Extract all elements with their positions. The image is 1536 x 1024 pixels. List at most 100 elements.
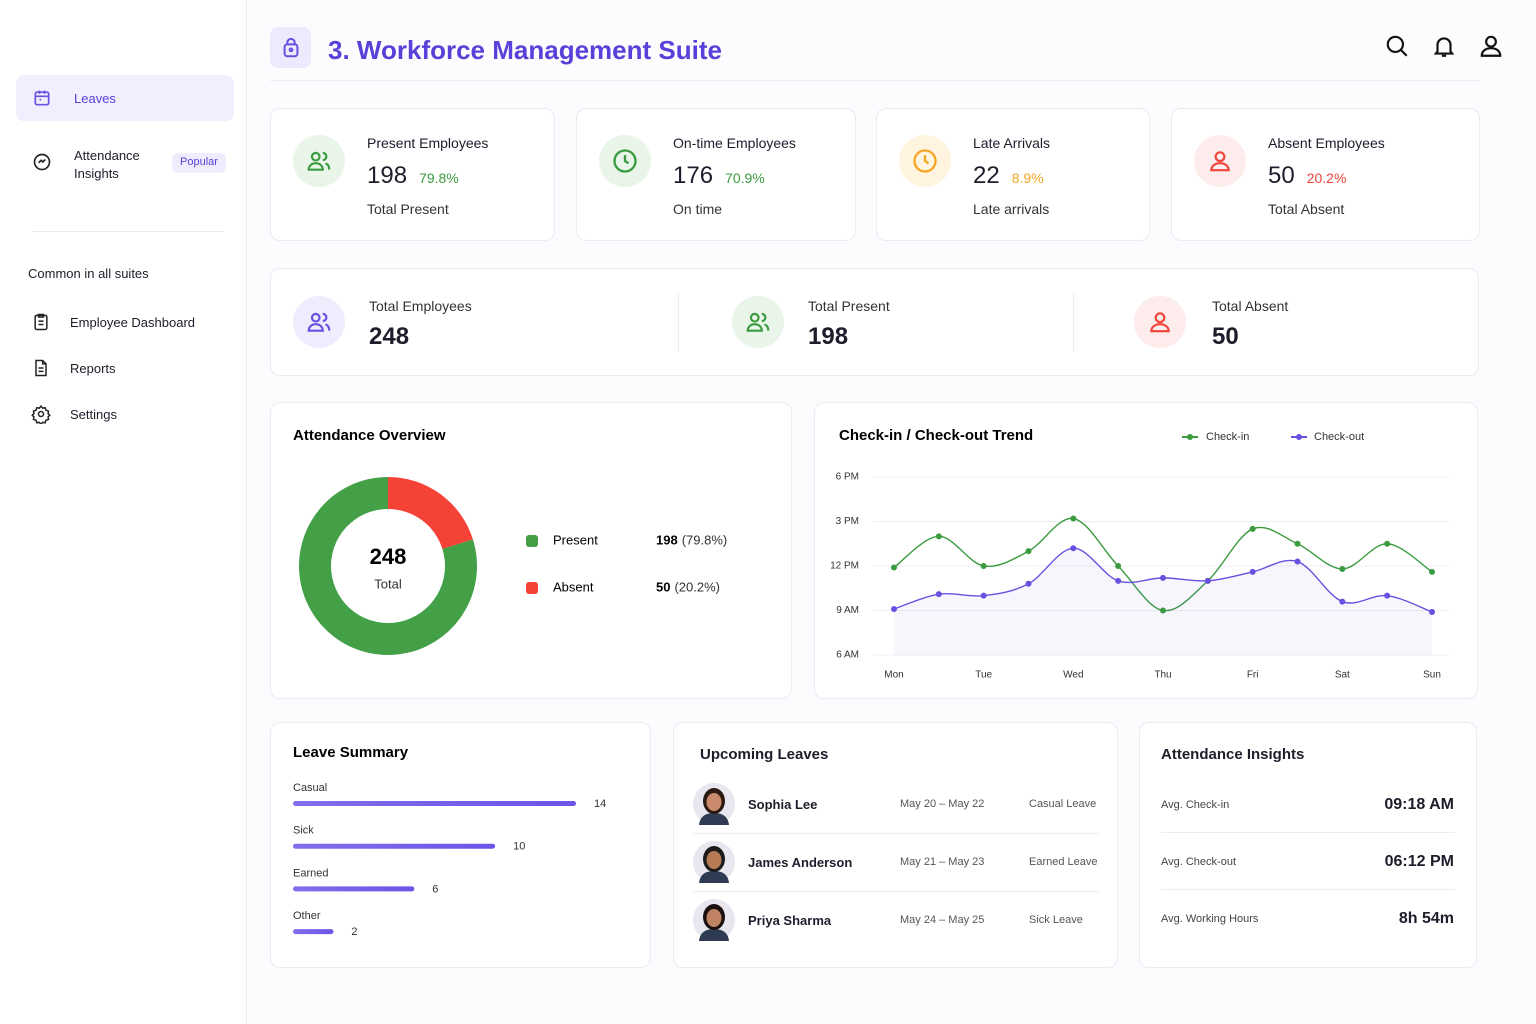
menu-label[interactable]: Settings: [70, 407, 117, 422]
insight-label: Avg. Working Hours: [1161, 913, 1259, 925]
divider: [678, 293, 679, 352]
stat-caption: Late arrivals: [973, 201, 1050, 217]
legend-swatch: [526, 535, 538, 547]
summary-value: 198: [808, 323, 849, 350]
icon-reports: [35, 359, 47, 377]
legend-dot: [1187, 434, 1193, 440]
summary-label: Total Absent: [1212, 298, 1289, 314]
point: [1115, 563, 1122, 569]
legend-label: Check-in: [1206, 431, 1249, 443]
icon-insights: [33, 153, 51, 171]
leave-name: Sophia Lee: [748, 797, 818, 812]
search-icon[interactable]: [1384, 33, 1410, 59]
upcoming-card: Upcoming Leaves Sophia Lee May 20 – May …: [673, 722, 1118, 968]
x-tick-label: Wed: [1063, 670, 1083, 681]
stat-percent: 8.9%: [1011, 170, 1044, 186]
stat-icon: [1194, 135, 1246, 187]
area: [894, 548, 1432, 655]
leave-dates: May 20 – May 22: [900, 798, 985, 810]
leave-dates: May 21 – May 23: [900, 856, 985, 868]
icon-dashboard: [34, 313, 48, 331]
bar-value: 6: [432, 883, 438, 895]
point: [980, 592, 987, 599]
leave-dates: May 24 – May 25: [900, 914, 985, 926]
leave-type: Sick Leave: [1029, 914, 1083, 926]
leave-type: Earned Leave: [1029, 856, 1098, 868]
badge: Popular: [172, 153, 226, 173]
page-title: 3. Workforce Management Suite: [328, 35, 722, 65]
summary-icon: [1134, 296, 1186, 348]
bell-icon[interactable]: [1431, 33, 1457, 59]
bar-value: 2: [351, 926, 357, 938]
summary-icon: [293, 296, 345, 348]
user-icon[interactable]: [1478, 33, 1504, 59]
legend-label: Present: [553, 532, 598, 547]
attendance-card: Attendance Overview Present 198 (79.8%) Abse…: [270, 402, 792, 699]
avatar: [693, 783, 735, 825]
pie-slice: [299, 477, 477, 655]
point: [1429, 608, 1435, 615]
card-title: Attendance Insights: [1161, 746, 1305, 763]
insights-card: Attendance Insights Avg. Check-in 09:18 …: [1139, 722, 1477, 968]
point: [891, 564, 897, 571]
x-tick-label: Thu: [1154, 670, 1171, 681]
menu-label[interactable]: Attendance Insights: [74, 148, 140, 181]
chart: Check-in / Check-out Trend 6 AM 9 AM 12 PM 3…: [830, 427, 1449, 681]
menu-active[interactable]: [16, 75, 234, 121]
summary-value: 248: [369, 323, 410, 350]
stat-title: Absent Employees: [1268, 135, 1385, 151]
divider: [1161, 832, 1455, 833]
sidebar: Leaves Attendance Insights Popular Commo…: [0, 0, 247, 1024]
point: [980, 563, 987, 569]
stat-title: On-time Employees: [673, 135, 796, 151]
insight-value: 06:12 PM: [1384, 853, 1454, 870]
legend-value: 50: [656, 579, 670, 594]
chart-title: Attendance Overview: [293, 427, 446, 444]
summary-value: 50: [1212, 323, 1239, 350]
y-tick-label: 9 AM: [836, 605, 859, 616]
stat-card: On-time Employees 176 70.9% On time: [576, 108, 856, 241]
point: [935, 533, 942, 540]
center-value: 248: [370, 544, 407, 569]
bar-label: Earned: [293, 867, 328, 879]
insight-value: 09:18 AM: [1384, 796, 1454, 813]
y-tick-label: 3 PM: [836, 516, 859, 527]
point: [1339, 598, 1346, 605]
x-tick-label: Sun: [1423, 670, 1441, 681]
leave-name: James Anderson: [748, 855, 853, 870]
point: [1025, 580, 1032, 587]
section-title: Common in all suites: [28, 266, 149, 281]
stat-card: Absent Employees 50 20.2% Total Absent: [1171, 108, 1480, 241]
bar: [293, 843, 496, 849]
point: [1070, 545, 1077, 552]
icon-settings: [31, 404, 51, 424]
card-title: Upcoming Leaves: [700, 746, 829, 763]
bar-label: Other: [293, 910, 321, 922]
point: [1204, 577, 1211, 584]
menu-label[interactable]: Leaves: [74, 91, 116, 106]
x-tick-label: Fri: [1247, 670, 1259, 681]
bar-label: Sick: [293, 825, 314, 837]
menu-label[interactable]: Employee Dashboard: [70, 315, 196, 330]
stat-icon: [899, 135, 951, 187]
stat-icon: [293, 135, 345, 187]
leave-type: Casual Leave: [1029, 798, 1097, 810]
insight-label: Avg. Check-in: [1161, 799, 1230, 811]
summary-label: Total Present: [808, 298, 890, 314]
point: [1294, 558, 1301, 565]
stat-card: Present Employees 198 79.8% Total Presen…: [270, 108, 555, 241]
header-icon: [270, 27, 311, 68]
header-divider: [270, 80, 1480, 81]
avatar: [693, 899, 735, 941]
stat-value: 176: [673, 162, 714, 189]
bar: [293, 801, 576, 806]
pie-slice: [388, 477, 473, 549]
point: [1070, 515, 1077, 522]
divider: [693, 891, 1099, 892]
y-tick-label: 6 PM: [836, 472, 859, 483]
bar: [293, 929, 334, 935]
leave-name: Priya Sharma: [748, 913, 832, 928]
point: [1115, 577, 1122, 584]
menu-label[interactable]: Reports: [70, 361, 116, 376]
